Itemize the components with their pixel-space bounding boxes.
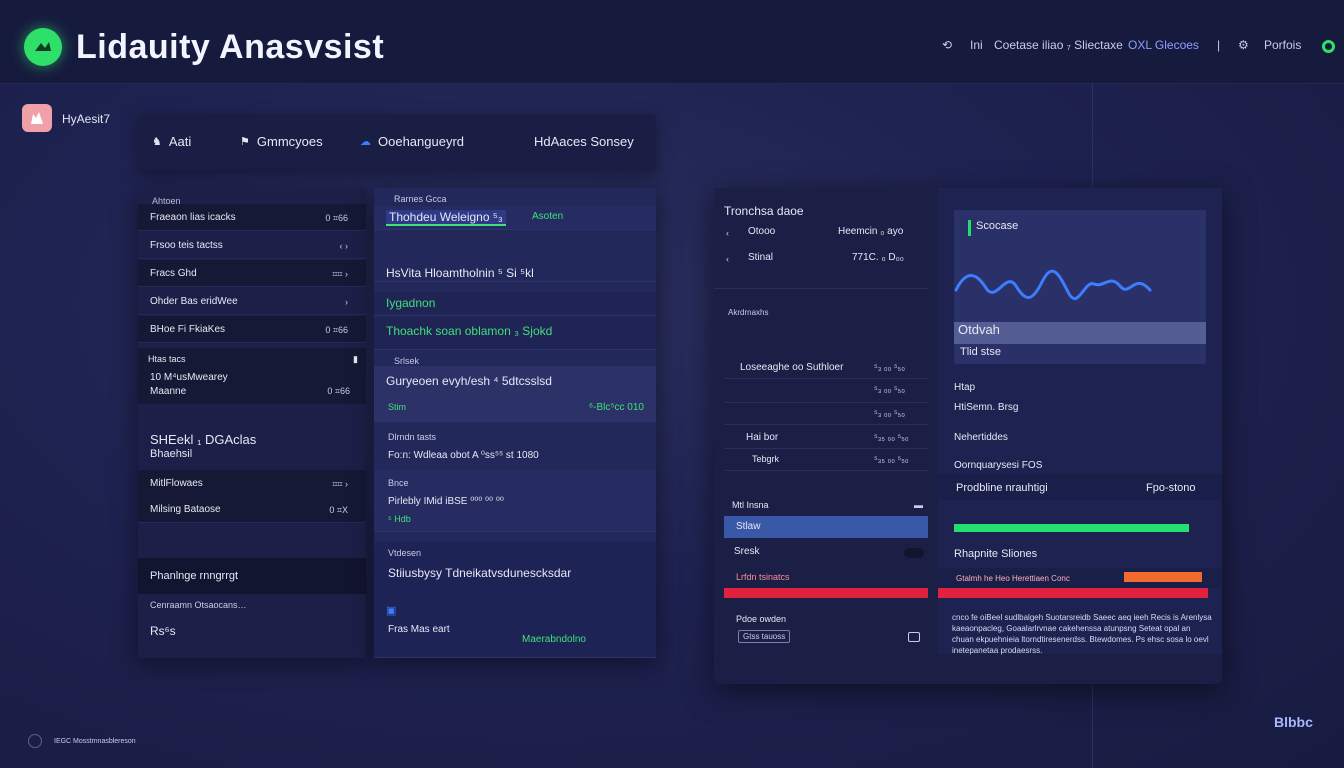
accent-bar xyxy=(968,220,971,236)
progress-bar-orange xyxy=(1124,572,1202,582)
tab-bar: ♞ Aati ⚑ Gmmcyoes ☁ Ooehangueyrd HdAaces… xyxy=(138,114,656,170)
list-item[interactable]: Loseeaghe oo Suthloer xyxy=(740,362,844,373)
transactions-title: Tronchsa daoe xyxy=(724,204,804,218)
list-item[interactable]: Thoachk soan oblamon ₃ Sjokd xyxy=(374,316,656,350)
list-item[interactable]: MitlFlowaes ⌗⌗ › xyxy=(138,470,366,497)
progress-bar-green xyxy=(954,524,1189,532)
topbar-divider: | xyxy=(1217,38,1221,52)
footer-text: IEGC Mosstmnasblereson xyxy=(54,738,136,745)
list-item[interactable]: Lrfdn tsinatcs xyxy=(736,572,790,582)
side-item[interactable]: Nehertiddes xyxy=(954,432,1008,443)
description-paragraph: cnco fe oiBeel sudlbalgeh Suotarsreidb S… xyxy=(952,613,1212,655)
left-list-panel: Ahtoen Fraeaon lias icacks 0 ⌗66 Frsoo t… xyxy=(138,188,366,658)
status-row[interactable]: Prodbline nrauhtigi Fpo-stono xyxy=(938,474,1222,500)
divider xyxy=(724,378,928,379)
divider xyxy=(714,288,928,289)
footer-label: Mtl Insna xyxy=(732,500,769,510)
tab-ooehangueyrd[interactable]: ☁ Ooehangueyrd xyxy=(360,134,464,149)
tab-label: HdAaces Sonsey xyxy=(534,134,634,149)
tab-label: Aati xyxy=(168,134,192,149)
side-item[interactable]: Htap xyxy=(954,382,976,393)
tab-hdaaces[interactable]: HdAaces Sonsey xyxy=(534,134,634,149)
chart-card: Scocase Otdvah Tlid stse xyxy=(954,210,1206,364)
list-item[interactable]: Sresk xyxy=(734,546,760,557)
side-item[interactable]: Oornquarysesi FOS xyxy=(954,460,1043,471)
list-item[interactable]: Guryeoen evyh/esh ⁴ 5dtcsslsd Stim ⁶-Blc… xyxy=(374,366,656,422)
list-item[interactable]: Bnce Pirlebly IMid iBSE ⁰⁰⁰ ⁰⁰ ⁰⁰ ⁵ Hdb xyxy=(374,470,656,532)
list-item[interactable]: BHoe Fi FkiaKes 0 ⌗66 xyxy=(138,316,366,343)
list-item[interactable]: Ohder Bas eridWee › xyxy=(138,288,366,315)
big-label-sub: Bhaehsil xyxy=(150,448,193,460)
footer-icon[interactable] xyxy=(28,734,42,748)
middle-panel: Rarnes Gcca Thohdeu Weleigno ⁵₃ Asoten H… xyxy=(374,188,656,658)
app-title: Lidauity Anasvsist xyxy=(76,28,385,66)
top-bar: Lidauity Anasvsist ⟲ Ini Coetase iliao ₇… xyxy=(0,0,1344,84)
expand-icon[interactable]: ▮ xyxy=(353,354,358,364)
checkbox[interactable] xyxy=(908,632,920,642)
footer-last: Rs⁶s xyxy=(150,624,176,638)
score-label: Rhapnite Sliones xyxy=(954,548,1038,560)
waveform-chart xyxy=(954,269,1152,301)
status-indicator xyxy=(1322,40,1335,53)
chart-band xyxy=(954,322,1206,344)
flag-icon: ⚑ xyxy=(240,136,250,148)
topbar-item-ini[interactable]: Ini xyxy=(970,38,983,52)
profile-icon[interactable]: ⚙ xyxy=(1238,38,1249,52)
list-item[interactable]: Tebgrk xyxy=(752,454,780,464)
app-logo-icon xyxy=(24,28,62,66)
mid-head: Rarnes Gcca xyxy=(394,194,447,204)
analysis-column: Scocase Otdvah Tlid stse Htap HtiSemn. B… xyxy=(938,188,1222,655)
topbar-item-glecoes[interactable]: OXL Glecoes xyxy=(1128,38,1199,52)
orange-row: Gtalmh he Heo Herettiaen Conc xyxy=(938,568,1222,588)
list-item[interactable]: HsVita Hloamtholnin ⁵ Si ⁵kl xyxy=(374,242,656,282)
highlight-row[interactable]: Thohdeu Weleigno ⁵₃ Asoten xyxy=(374,206,656,230)
list-item[interactable]: Fracs Ghd ⌗⌗ › xyxy=(138,260,366,287)
divider xyxy=(724,470,928,471)
cloud-icon: ☁ xyxy=(360,136,371,148)
user-avatar[interactable] xyxy=(22,104,52,132)
red-bar-left xyxy=(724,588,928,598)
transactions-column: Tronchsa daoe ‹ Otooo Heemcin ₀ ayo ‹ St… xyxy=(714,188,928,654)
list-item[interactable]: Iygadnon xyxy=(374,292,656,316)
chevron-left-icon[interactable]: ‹ xyxy=(726,254,729,264)
divider xyxy=(724,424,928,425)
tab-label: Ooehangueyrd xyxy=(378,134,465,149)
list-item[interactable]: Fraeaon lias icacks 0 ⌗66 xyxy=(138,204,366,231)
right-panel: Tronchsa daoe ‹ Otooo Heemcin ₀ ayo ‹ St… xyxy=(714,188,1222,684)
list-item[interactable]: Frsoo teis tactss ‹ › xyxy=(138,232,366,259)
big-label: SHEekl ₁ DGAclas xyxy=(150,432,257,447)
divider xyxy=(724,448,928,449)
list-section[interactable]: Htas tacs ▮ 10 M⁴usMwearey Maanne 0 ⌗66 xyxy=(138,348,366,404)
cat-icon xyxy=(31,112,43,124)
list-item[interactable]: Milsing Bataose 0 ⌗X xyxy=(138,496,366,523)
undo-icon[interactable]: ⟲ xyxy=(942,38,953,52)
tab-aati[interactable]: ♞ Aati xyxy=(152,134,191,149)
tab-gmmcyoes[interactable]: ⚑ Gmmcyoes xyxy=(240,134,323,149)
progress-bar-red xyxy=(938,588,1208,598)
list-item[interactable]: Vtdesen Stiiusbysy Tdneikatvsdunescksdar… xyxy=(374,542,656,658)
topbar-item-settings[interactable]: Coetase iliao ₇ Sliectaxe xyxy=(994,38,1123,52)
list-item[interactable]: Hai bor xyxy=(746,432,779,443)
dragon-icon: ♞ xyxy=(152,136,162,148)
side-item[interactable]: HtiSemn. Brsg xyxy=(954,402,1019,413)
section-label: Dlrndn tasts xyxy=(388,432,437,442)
divider xyxy=(724,402,928,403)
topbar-profile-label[interactable]: Porfois xyxy=(1264,38,1302,52)
left-panel-header: Ahtoen xyxy=(152,196,181,206)
folder-icon: ▣ xyxy=(386,605,397,617)
footer-sub: Cenraamn Otsaocans… xyxy=(150,600,247,610)
chevron-left-icon[interactable]: ‹ xyxy=(726,228,729,238)
tag-box[interactable]: Gtss tauoss xyxy=(738,630,791,643)
list-item[interactable]: Fo:n: Wdleaa obot A ⁰ss⁵⁵ st 1080 xyxy=(388,450,539,461)
footer-brand: Blbbc xyxy=(1274,714,1313,730)
footer-row[interactable]: Phanlnge rnngrrgt xyxy=(138,558,366,594)
tab-label: Gmmcyoes xyxy=(256,134,323,149)
section-label: Srlsek xyxy=(394,356,420,366)
selected-item[interactable]: Stlaw xyxy=(724,516,928,538)
menu-icon[interactable]: ▬ xyxy=(914,500,923,510)
user-name[interactable]: HyAesit7 xyxy=(62,112,111,126)
toggle[interactable] xyxy=(904,548,924,558)
list-item[interactable]: Pdoe owden xyxy=(736,614,787,624)
